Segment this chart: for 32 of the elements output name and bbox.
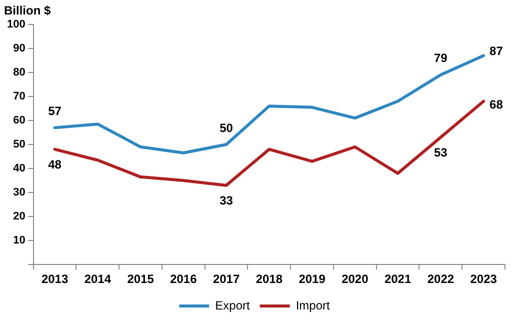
x-tick-label: 2013 <box>41 272 68 286</box>
legend-label: Import <box>296 298 331 312</box>
y-tick-label: 50 <box>13 138 26 151</box>
x-tick-label: 2022 <box>427 272 454 286</box>
y-tick-label: 70 <box>13 90 26 102</box>
y-tick-label: 20 <box>13 210 26 223</box>
y-tick-label: 10 <box>13 234 26 247</box>
x-tick-label: 2018 <box>256 272 283 286</box>
y-tick-label: 60 <box>13 114 26 127</box>
y-tick-label: 30 <box>13 186 26 199</box>
x-tick-label: 2021 <box>384 272 412 286</box>
y-tick-label: 100 <box>6 18 26 30</box>
y-axis-title: Billion $ <box>4 4 51 18</box>
data-label: 53 <box>434 146 448 160</box>
x-tick-label: 2014 <box>84 272 112 286</box>
data-label: 57 <box>48 104 62 118</box>
y-tick-label: 80 <box>13 66 26 78</box>
data-label: 48 <box>48 158 62 172</box>
y-tick-label: 90 <box>13 42 26 54</box>
x-tick-label: 2023 <box>470 272 498 286</box>
x-tick-label: 2020 <box>342 272 369 286</box>
x-tick-label: 2015 <box>127 272 154 286</box>
data-label: 79 <box>434 51 448 66</box>
x-tick-label: 2016 <box>170 272 198 286</box>
legend-label: Export <box>215 298 251 312</box>
data-label: 50 <box>220 120 234 135</box>
data-label: 33 <box>220 194 234 208</box>
y-tick-label: 40 <box>13 162 26 175</box>
x-tick-label: 2019 <box>298 272 326 286</box>
data-label: 87 <box>490 44 504 58</box>
data-label: 68 <box>490 98 504 112</box>
x-tick-label: 2017 <box>212 272 240 286</box>
